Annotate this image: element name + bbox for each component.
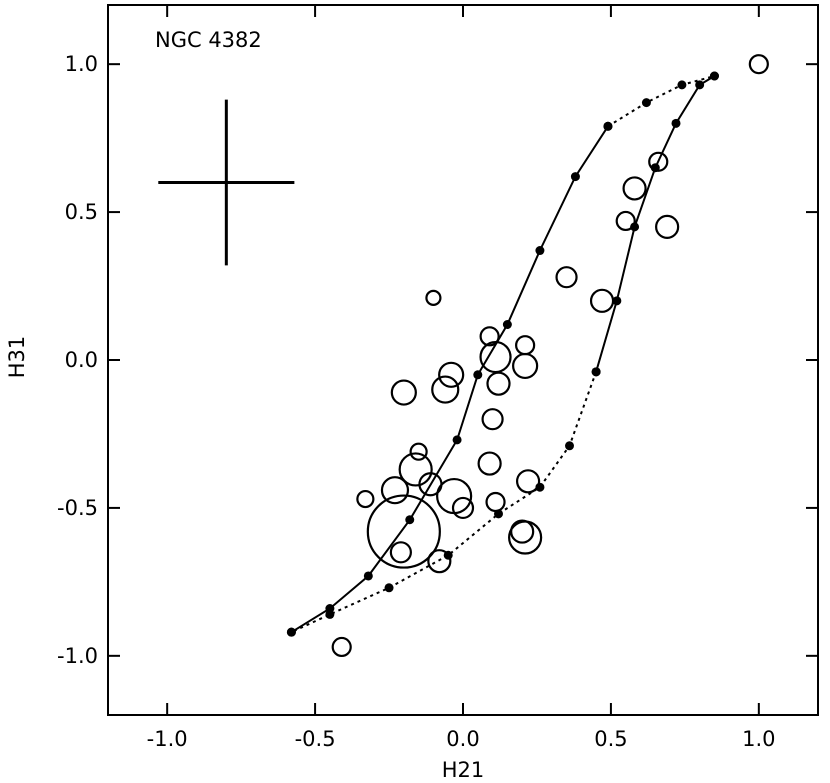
data-point [748,54,769,75]
data-point [515,469,541,494]
x-tick-label: 0.0 [446,727,479,751]
data-point [622,176,647,201]
data-point [451,496,475,520]
data-point [486,371,511,396]
data-point [427,549,452,574]
model-marker [603,121,613,131]
model-marker [671,118,681,128]
model-marker [502,320,512,329]
data-point [366,494,441,569]
model-track-solid [290,125,609,634]
data-point [589,288,615,313]
error-bar-cross [158,99,295,266]
x-tick-label: 1.0 [742,727,775,751]
data-point [481,408,504,431]
x-tick-label: 0.5 [594,727,627,751]
data-point [409,442,428,461]
chart-annotation: NGC 4382 [155,28,262,52]
model-marker [286,627,296,637]
model-marker [570,172,580,182]
data-point [648,151,669,172]
axis-ticks: -1.0 -0.5 0.0 0.5 1.0 -1.0 -0.5 0.0 0.5 1.0 [57,5,818,751]
data-point [431,375,460,404]
model-marker [405,515,415,525]
data-point [508,520,543,555]
model-tracks [286,71,719,637]
data-point [479,326,500,347]
data-point [380,476,410,505]
model-marker [677,80,687,90]
data-point [615,210,636,232]
model-marker [591,367,601,377]
model-marker [565,441,574,451]
data-point [398,452,433,487]
y-tick-label: -1.0 [57,644,98,668]
x-tick-label: -1.0 [147,727,188,751]
data-point [331,636,352,658]
plot-frame [107,4,819,716]
y-tick-label: -0.5 [57,496,98,520]
data-point [655,214,680,239]
model-marker [473,370,483,380]
model-marker [535,246,545,256]
model-marker [641,98,651,108]
data-point [390,379,417,406]
y-tick-label: 1.0 [65,52,98,76]
model-marker [709,71,719,81]
data-point [425,289,442,306]
model-marker [695,80,705,90]
model-track-dotted [290,371,598,634]
data-point [485,491,506,513]
y-axis-label: H31 [5,336,29,379]
x-tick-label: -0.5 [295,727,336,751]
data-point [356,489,375,509]
data-point [515,335,536,356]
model-marker [452,435,462,445]
model-marker [363,571,373,581]
y-tick-label: 0.0 [65,348,98,372]
data-point [510,519,535,544]
x-axis-label: H21 [442,758,485,782]
model-marker [384,583,394,593]
model-marker [612,296,622,306]
data-points [331,54,769,658]
data-point [512,352,539,380]
data-point [438,361,465,388]
data-point [555,266,578,289]
model-track-dotted [607,75,715,128]
data-point [436,477,473,515]
model-marker [630,222,640,232]
model-marker [325,609,335,619]
data-point [389,541,412,564]
y-tick-label: 0.5 [65,200,98,224]
data-point [477,451,502,476]
model-track-solid [595,75,716,373]
